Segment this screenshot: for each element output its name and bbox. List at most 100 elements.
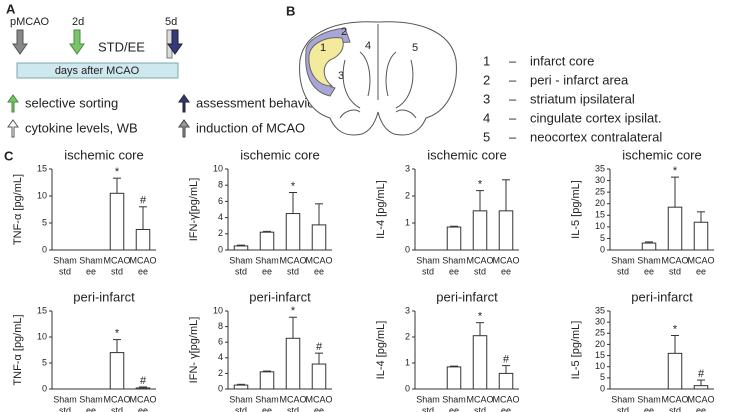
bar — [259, 371, 275, 390]
y-tick-label: 2 — [218, 228, 223, 238]
region-label: 4 — [365, 40, 371, 52]
y-tick-label: 5 — [42, 217, 47, 227]
x-tick-label: std — [474, 405, 486, 412]
significance-label: * — [673, 323, 678, 335]
x-tick-label: MCAO — [662, 394, 689, 404]
timeline — [16, 62, 179, 79]
y-tick-label: 0 — [42, 244, 47, 254]
bar — [693, 221, 709, 251]
y-tick-label: 1 — [405, 357, 410, 367]
marker-label: 5d — [165, 16, 177, 28]
x-tick-label: MCAO — [104, 394, 131, 404]
chart-title: ischemic core — [240, 147, 319, 162]
x-tick-label: ee — [501, 405, 511, 412]
x-tick-label: std — [422, 266, 434, 276]
legend-text: assessment behavior — [196, 95, 320, 110]
chart-title: peri-infarct — [249, 289, 311, 304]
error-bar — [289, 316, 297, 339]
significance-label: * — [115, 166, 120, 178]
error-bar — [113, 339, 121, 353]
legend-text: 3 — [483, 91, 490, 106]
significance-label: * — [478, 179, 483, 191]
x-tick-label: MCAO — [493, 255, 520, 265]
y-axis-label: IL-4 [pg/mL] — [375, 180, 387, 239]
x-tick-label: MCAO — [493, 394, 520, 404]
brain — [299, 21, 457, 136]
bar — [667, 352, 683, 390]
y-tick-label: 10 — [595, 221, 605, 231]
x-tick-label: ee — [262, 405, 272, 412]
legend-arrow — [7, 119, 19, 138]
bar — [135, 387, 151, 390]
x-tick-label: Sham — [416, 255, 440, 265]
legend-arrow — [178, 94, 190, 113]
x-tick-label: Sham — [442, 255, 466, 265]
panel-label: C — [4, 148, 14, 163]
bar — [311, 224, 327, 251]
legend-text: – — [509, 53, 517, 68]
x-tick-label: Sham — [416, 394, 440, 404]
error-bar — [697, 211, 705, 223]
y-tick-label: 10 — [37, 190, 47, 200]
x-tick-label: ee — [138, 266, 148, 276]
x-tick-label: MCAO — [467, 255, 494, 265]
bar — [667, 206, 683, 251]
y-tick-label: 5 — [600, 372, 605, 382]
y-tick-label: 0 — [42, 383, 47, 393]
x-tick-label: Sham — [611, 255, 635, 265]
legend-text: infarct core — [530, 53, 594, 68]
y-tick-label: 15 — [595, 350, 605, 360]
error-bar — [315, 352, 323, 365]
region-label: 5 — [412, 42, 418, 54]
significance-label: # — [698, 368, 705, 380]
panel-label: A — [6, 1, 16, 16]
x-tick-label: ee — [501, 266, 511, 276]
error-bar — [113, 177, 121, 194]
chart-title: peri-infarct — [631, 289, 693, 304]
y-tick-label: 10 — [213, 163, 223, 173]
bar — [259, 231, 275, 251]
error-bar — [450, 365, 458, 367]
significance-label: # — [140, 375, 147, 387]
x-tick-label: ee — [138, 405, 148, 412]
y-tick-label: 8 — [218, 180, 223, 190]
bar — [472, 210, 488, 251]
y-tick-label: 5 — [42, 357, 47, 367]
y-tick-label: 8 — [218, 321, 223, 331]
bar — [498, 210, 514, 251]
y-tick-label: 10 — [213, 305, 223, 315]
region-label: 3 — [338, 70, 344, 82]
error-bar — [263, 230, 271, 233]
x-tick-label: std — [287, 266, 299, 276]
y-tick-label: 10 — [37, 331, 47, 341]
y-tick-label: 0 — [218, 244, 223, 254]
x-tick-label: MCAO — [688, 394, 715, 404]
chart-title: ischemic core — [427, 147, 506, 162]
error-bar — [476, 322, 484, 336]
error-bar — [450, 225, 458, 228]
x-tick-label: std — [235, 266, 247, 276]
y-tick-label: 1 — [405, 217, 410, 227]
significance-label: * — [478, 311, 483, 323]
y-tick-label: 20 — [595, 339, 605, 349]
x-tick-label: Sham — [255, 255, 279, 265]
x-tick-label: Sham — [53, 255, 77, 265]
error-bar — [289, 191, 297, 214]
x-tick-label: Sham — [255, 394, 279, 404]
x-tick-label: ee — [262, 266, 272, 276]
bar — [311, 363, 327, 390]
legend-text: – — [509, 72, 517, 87]
error-bar — [671, 335, 679, 354]
y-tick-label: 4 — [218, 352, 223, 362]
x-tick-label: ee — [696, 405, 706, 412]
y-tick-label: 2 — [218, 368, 223, 378]
legend-text: induction of MCAO — [196, 120, 305, 135]
chart-title: peri-infarct — [436, 289, 498, 304]
x-tick-label: Sham — [637, 255, 661, 265]
x-tick-label: std — [59, 266, 71, 276]
y-tick-label: 2 — [405, 190, 410, 200]
y-tick-label: 0 — [218, 383, 223, 393]
legend-text: 2 — [483, 72, 490, 87]
y-axis-label: TNF-α [pg/mL] — [12, 174, 24, 245]
error-bar — [315, 203, 323, 225]
